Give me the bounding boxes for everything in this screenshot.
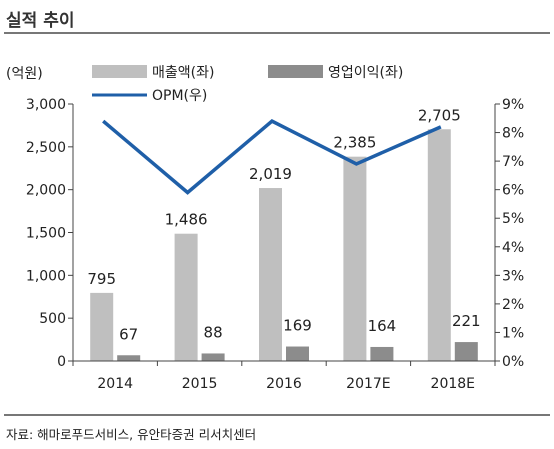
left-axis-tick-label: 2,000: [26, 183, 66, 199]
right-axis-tick-label: 3%: [502, 268, 524, 284]
revenue-bar: [259, 188, 282, 361]
operating-profit-data-label: 221: [452, 312, 481, 330]
right-axis-tick-label: 1%: [502, 325, 524, 341]
legend: 매출액(좌) 영업이익(좌) OPM(우): [92, 65, 403, 104]
left-axis-tick-label: 0: [57, 354, 66, 370]
opm-line: [102, 119, 442, 195]
left-axis-tick-label: 3,000: [26, 97, 66, 113]
opm-line-series: [102, 119, 442, 195]
revenue-bar: [174, 233, 198, 361]
x-axis-tick-label: 2017E: [346, 376, 390, 392]
revenue-bar: [427, 129, 451, 361]
left-axis-tick-label: 1,000: [26, 268, 66, 284]
legend-swatch-revenue: [92, 65, 147, 78]
left-axis-tick-label: 2,500: [26, 140, 66, 156]
right-axis-tick-label: 2%: [502, 297, 524, 313]
x-axis-tick-label: 2018E: [431, 376, 475, 392]
revenue-bar: [90, 292, 114, 361]
legend-swatch-operating-profit: [268, 65, 323, 78]
left-axis: 0 500 1,000 1,500 2,000 2,500 3,000: [26, 97, 74, 370]
operating-profit-bar: [201, 353, 225, 361]
legend-label-operating-profit: 영업이익(좌): [328, 65, 403, 81]
right-axis-tick-label: 8%: [502, 126, 524, 142]
revenue-bar: [343, 156, 367, 361]
x-axis-tick-label: 2014: [97, 376, 133, 392]
operating-profit-data-label: 164: [368, 317, 397, 335]
revenue-data-label: 1,486: [165, 211, 208, 229]
left-axis-tick-label: 500: [39, 311, 66, 327]
x-axis-tick-label: 2015: [182, 376, 218, 392]
right-axis-tick-label: 5%: [502, 211, 524, 227]
x-axis-tick-label: 2016: [266, 376, 302, 392]
right-axis-tick-label: 0%: [502, 354, 524, 370]
footer-divider: [4, 414, 550, 416]
right-axis: 0% 1% 2% 3% 4% 5% 6% 7% 8% 9%: [494, 97, 524, 370]
bar-series: 795 1,486 2,019 2,385 2,705 67 88 169 164 221: [87, 106, 481, 361]
revenue-data-label: 2,385: [333, 134, 376, 152]
right-axis-tick-label: 4%: [502, 240, 524, 256]
operating-profit-bar: [286, 346, 309, 361]
operating-profit-data-label: 88: [204, 323, 223, 341]
right-axis-tick-label: 9%: [502, 97, 524, 113]
operating-profit-bar: [454, 342, 478, 361]
right-axis-tick-label: 6%: [502, 183, 524, 199]
operating-profit-bar: [370, 346, 394, 361]
left-axis-tick-label: 1,500: [26, 226, 66, 242]
right-axis-tick-label: 7%: [502, 154, 524, 170]
source-note: 자료: 해마로푸드서비스, 유안타증권 리서치센터: [6, 427, 257, 442]
title-divider: [4, 32, 550, 34]
page-title: 실적 추이: [6, 11, 75, 31]
operating-profit-bar: [117, 355, 141, 361]
left-axis-unit: (억원): [6, 66, 43, 82]
operating-profit-data-label: 169: [283, 317, 312, 335]
operating-profit-data-label: 67: [119, 325, 138, 343]
legend-label-opm: OPM(우): [152, 88, 207, 104]
revenue-data-label: 2,019: [249, 165, 292, 183]
revenue-data-label: 2,705: [418, 106, 461, 124]
legend-label-revenue: 매출액(좌): [152, 65, 214, 81]
revenue-data-label: 795: [87, 270, 116, 288]
x-axis: 2014 2015 2016 2017E 2018E: [72, 360, 496, 392]
